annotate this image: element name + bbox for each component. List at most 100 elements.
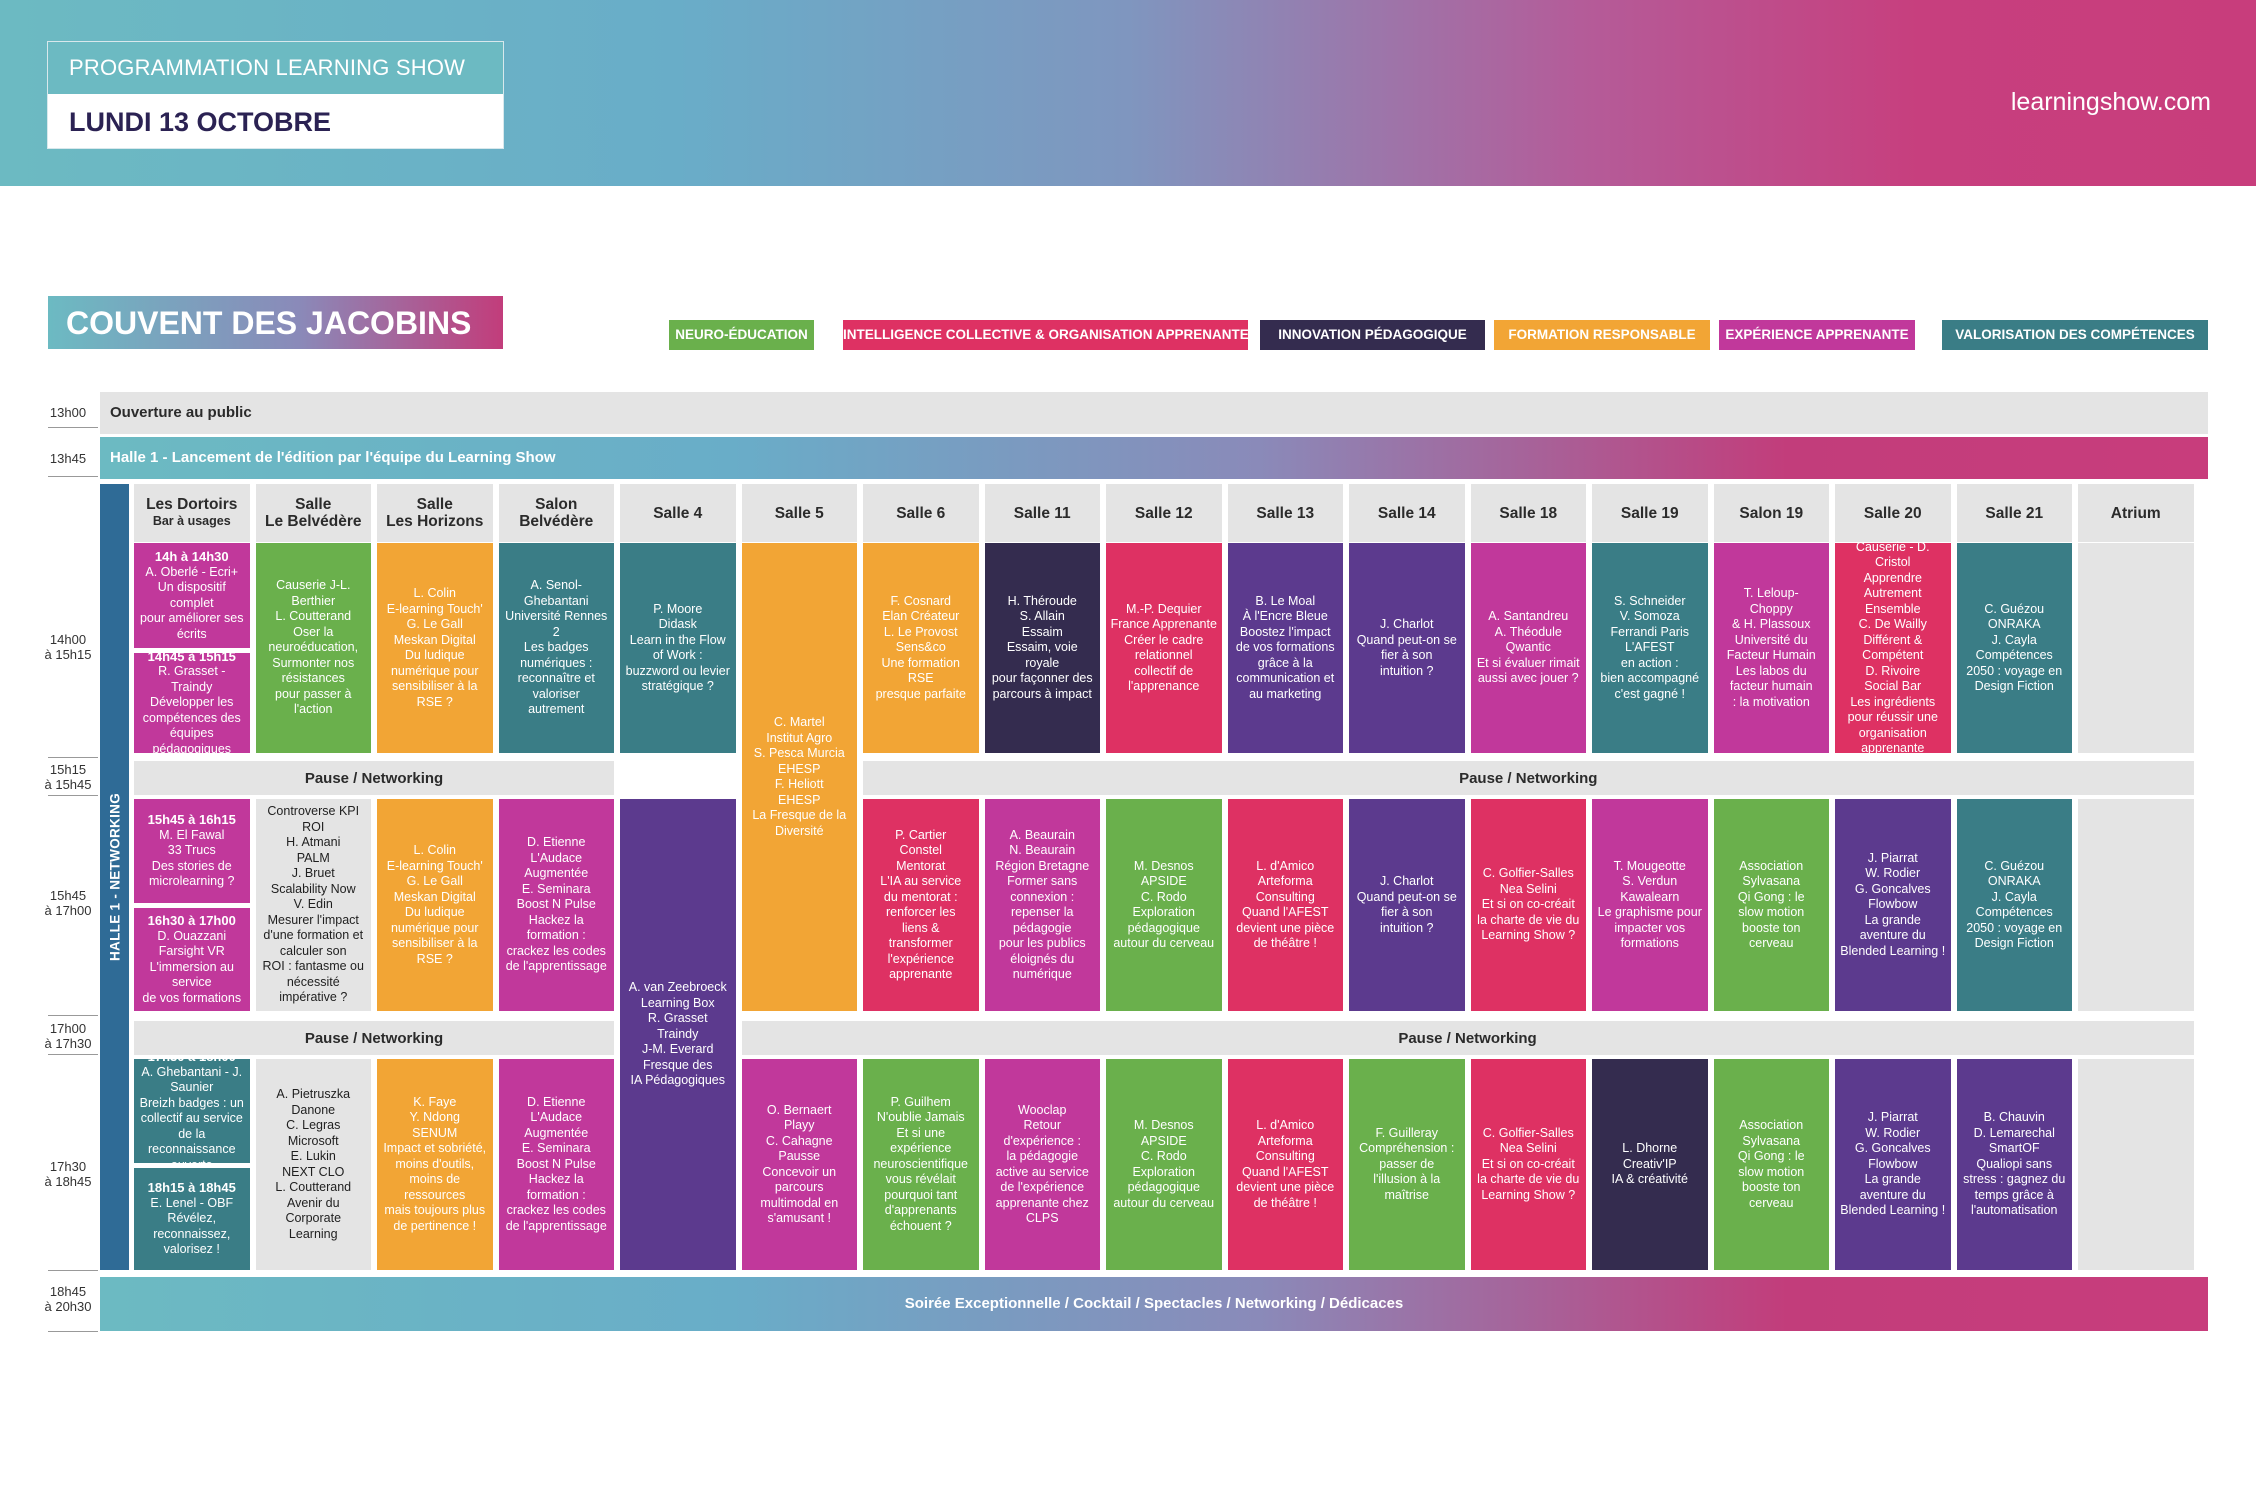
session-card[interactable]: M. Desnos APSIDE C. Rodo Exploration péd…: [1106, 799, 1222, 1011]
room-name: Salle 12: [1134, 504, 1193, 522]
session-card[interactable]: Wooclap Retour d'expérience : la pédagog…: [984, 1059, 1100, 1270]
venue-title: COUVENT DES JACOBINS: [48, 296, 503, 349]
session-content: C. Guézou ONRAKA J. Cayla Compétences 20…: [1966, 602, 2062, 695]
session-card[interactable]: L. Dhorne Creativ'IP IA & créativité: [1592, 1059, 1708, 1270]
session-card[interactable]: J. Piarrat W. Rodier G. Goncalves Flowbo…: [1835, 799, 1951, 1011]
session-content: P. Moore Didask Learn in the Flow of Wor…: [626, 602, 730, 695]
session-card[interactable]: Causerie - D. Cristol Apprendre Autremen…: [1835, 540, 1951, 755]
session-text: R. Grasset - Traindy Développer les comp…: [142, 664, 241, 756]
session-text: D. Etienne L'Audace Augmentée E. Seminar…: [505, 835, 607, 974]
session-content: H. Théroude S. Allain Essaim Essaim, voi…: [989, 594, 1097, 703]
session-content: J. Charlot Quand peut-on se fier à son i…: [1357, 617, 1457, 679]
session-card[interactable]: 18h15 à 18h45 E. Lenel - OBF Révélez, rec…: [134, 1168, 250, 1270]
session-card[interactable]: K. Faye Y. Ndong SENUM Impact et sobriét…: [377, 1059, 493, 1270]
session-card[interactable]: A. van Zeebroeck Learning Box R. Grasset…: [620, 799, 736, 1270]
session-card[interactable]: P. Guilhem N'oublie Jamais Et si une exp…: [863, 1059, 979, 1270]
session-text: D. Ouazzani Farsight VR L'immersion au s…: [142, 928, 242, 1005]
room-name: Les Dortoirs: [146, 496, 238, 513]
session-text: J. Charlot Quand peut-on se fier à son i…: [1356, 874, 1457, 935]
session-card[interactable]: Controverse KPI ROI H. Atmani PALM J. Br…: [255, 799, 371, 1011]
session-card[interactable]: C. Golfier-Salles Nea Selini Et si on co…: [1470, 1059, 1586, 1270]
session-card[interactable]: 14h45 à 15h15 R. Grasset - Traindy Dévelo…: [134, 649, 250, 756]
room-name: Salon: [535, 496, 578, 513]
session-card[interactable]: A. Beaurain N. Beaurain Région Bretagne …: [984, 799, 1100, 1011]
session-card[interactable]: A. Santandreu A. Théodule Qwantic Et si …: [1470, 543, 1586, 753]
session-card[interactable]: C. Guézou ONRAKA J. Cayla Compétences 20…: [1956, 543, 2072, 753]
website-link[interactable]: learningshow.com: [2010, 88, 2211, 116]
session-card[interactable]: 15h45 à 16h15 M. El Fawal 33 Trucs Des st…: [134, 799, 250, 903]
room-name: Salle 6: [896, 504, 946, 522]
session-text: M. Desnos APSIDE C. Rodo Exploration péd…: [1113, 858, 1215, 951]
room-subname: Belvédère: [519, 513, 594, 530]
session-card[interactable]: 17h30 à 18h00 A. Ghebantani - J. Saunier …: [134, 1049, 250, 1172]
atrium-empty-cell: [2078, 1059, 2194, 1270]
session-card[interactable]: J. Charlot Quand peut-on se fier à son i…: [1349, 543, 1465, 753]
room-name: Salle 19: [1620, 504, 1679, 522]
session-card[interactable]: L. d'Amico Arteforma Consulting Quand l'…: [1227, 1059, 1343, 1270]
session-card[interactable]: J. Charlot Quand peut-on se fier à son i…: [1349, 799, 1465, 1011]
session-card[interactable]: J. Piarrat W. Rodier G. Goncalves Flowbo…: [1835, 1059, 1951, 1270]
session-text: C. Martel Institut Agro S. Pesca Murcia …: [752, 715, 847, 838]
room-header: Salon 19: [1713, 484, 1829, 542]
session-card[interactable]: Association Sylvasana Qi Gong : le slow …: [1713, 799, 1829, 1011]
session-content: M. Desnos APSIDE C. Rodo Exploration péd…: [1113, 1118, 1214, 1211]
session-card[interactable]: F. Guilleray Compréhension : passer de l…: [1349, 1059, 1465, 1270]
room-name: Salle 14: [1377, 504, 1436, 522]
session-text: L. d'Amico Arteforma Consulting Quand l'…: [1236, 1118, 1335, 1210]
session-card[interactable]: B. Le Moal À l'Encre Bleue Boostez l'imp…: [1227, 543, 1343, 753]
session-text: Wooclap Retour d'expérience : la pédagog…: [995, 1102, 1089, 1226]
session-content: D. Etienne L'Audace Augmentée E. Seminar…: [506, 1095, 607, 1235]
session-content: J. Piarrat W. Rodier G. Goncalves Flowbo…: [1840, 1110, 1945, 1219]
session-card[interactable]: A. Senol- Ghebantani Université Rennes 2…: [498, 543, 614, 753]
session-card[interactable]: M.-P. Dequier France Apprenante Créer le…: [1106, 543, 1222, 753]
session-card[interactable]: Association Sylvasana Qi Gong : le slow …: [1713, 1059, 1829, 1270]
launch-row: Halle 1 - Lancement de l'édition par l'é…: [100, 437, 2208, 479]
session-card[interactable]: H. Théroude S. Allain Essaim Essaim, voi…: [984, 543, 1100, 753]
session-text: Association Sylvasana Qi Gong : le slow …: [1737, 1118, 1805, 1210]
session-card[interactable]: L. Colin E-learning Touch' G. Le Gall Me…: [377, 543, 493, 753]
session-content: A. Beaurain N. Beaurain Région Bretagne …: [995, 828, 1089, 983]
session-card[interactable]: D. Etienne L'Audace Augmentée E. Seminar…: [498, 799, 614, 1011]
opening-row: Ouverture au public: [100, 392, 2208, 434]
session-card[interactable]: S. Schneider V. Somoza Ferrandi Paris L'…: [1592, 543, 1708, 753]
session-card[interactable]: 16h30 à 17h00 D. Ouazzani Farsight VR L'i…: [134, 908, 250, 1011]
session-card[interactable]: B. Chauvin D. Lemarechal SmartOF Qualiop…: [1956, 1059, 2072, 1270]
session-card[interactable]: D. Etienne L'Audace Augmentée E. Seminar…: [498, 1059, 614, 1270]
session-card[interactable]: T. Leloup- Choppy & H. Plassoux Universi…: [1713, 543, 1829, 753]
session-card[interactable]: O. Bernaert Playy C. Cahagne Pausse Conc…: [741, 1059, 857, 1270]
legend-item: EXPÉRIENCE APPRENANTE: [1719, 320, 1915, 350]
session-content: F. Cosnard Elan Créateur L. Le Provost S…: [867, 594, 975, 703]
time-label: 15h45 à 17h00: [44, 888, 92, 918]
session-content: J. Piarrat W. Rodier G. Goncalves Flowbo…: [1840, 851, 1945, 960]
session-text: O. Bernaert Playy C. Cahagne Pausse Conc…: [760, 1102, 839, 1226]
session-content: P. Cartier Constel Mentorat L'IA au serv…: [880, 828, 961, 983]
session-card[interactable]: M. Desnos APSIDE C. Rodo Exploration péd…: [1106, 1059, 1222, 1270]
halle-networking-label: HALLE 1 - NETWORKING: [107, 793, 122, 961]
session-card[interactable]: C. Martel Institut Agro S. Pesca Murcia …: [741, 543, 857, 1011]
room-header: Salle 4: [620, 484, 736, 542]
session-content: Wooclap Retour d'expérience : la pédagog…: [996, 1103, 1089, 1227]
session-card[interactable]: Causerie J-L. Berthier L. Coutterand Ose…: [255, 543, 371, 753]
time-separator: [48, 476, 98, 477]
room-header: Salle Le Belvédère: [255, 484, 371, 542]
session-card[interactable]: C. Golfier-Salles Nea Selini Et si on co…: [1470, 799, 1586, 1011]
time-label: 15h15 à 15h45: [44, 762, 92, 792]
session-card[interactable]: C. Guézou ONRAKA J. Cayla Compétences 20…: [1956, 799, 2072, 1011]
session-text: A. Santandreu A. Théodule Qwantic Et si …: [1476, 609, 1580, 686]
session-text: T. Leloup- Choppy & H. Plassoux Universi…: [1726, 586, 1816, 709]
session-content: Causerie - D. Cristol Apprendre Autremen…: [1839, 540, 1947, 757]
session-card[interactable]: P. Moore Didask Learn in the Flow of Wor…: [620, 543, 736, 753]
session-card[interactable]: A. Pietruszka Danone C. Legras Microsoft…: [255, 1059, 371, 1270]
session-card[interactable]: 14h à 14h30 A. Oberlé - Ecri+ Un disposit…: [134, 543, 250, 648]
room-header: Les Dortoirs Bar à usages: [134, 484, 250, 542]
session-card[interactable]: L. d'Amico Arteforma Consulting Quand l'…: [1227, 799, 1343, 1011]
session-text: A. Pietruszka Danone C. Legras Microsoft…: [275, 1087, 352, 1241]
session-card[interactable]: T. Mougeotte S. Verdun Kawalearn Le grap…: [1592, 799, 1708, 1011]
session-card[interactable]: L. Colin E-learning Touch' G. Le Gall Me…: [377, 799, 493, 1011]
session-card[interactable]: P. Cartier Constel Mentorat L'IA au serv…: [863, 799, 979, 1011]
session-card[interactable]: F. Cosnard Elan Créateur L. Le Provost S…: [863, 543, 979, 753]
time-label: 17h00 à 17h30: [44, 1021, 92, 1051]
room-name: Salle 18: [1499, 504, 1558, 522]
session-content: B. Le Moal À l'Encre Bleue Boostez l'imp…: [1236, 594, 1335, 703]
room-header: Salle 21: [1956, 484, 2072, 542]
